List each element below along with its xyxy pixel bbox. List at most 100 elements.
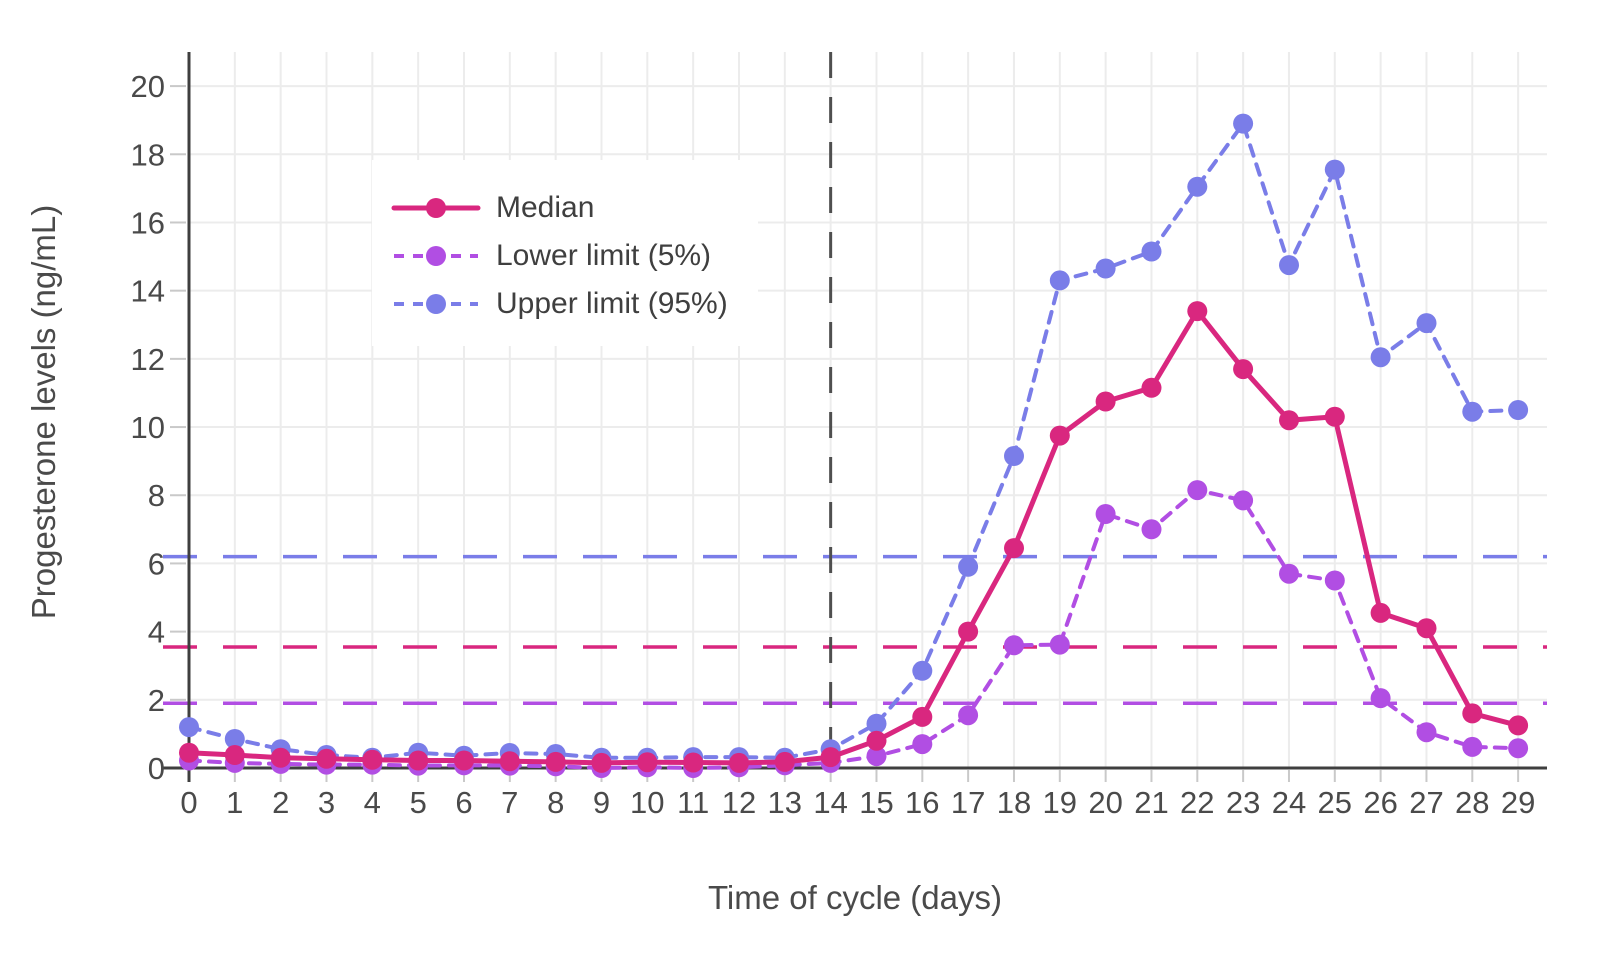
- x-tick-label: 8: [547, 785, 564, 820]
- x-tick-label: 24: [1272, 785, 1306, 820]
- data-point-median: [1370, 602, 1391, 623]
- x-tick-label: 20: [1088, 785, 1122, 820]
- legend-item-label: Upper limit (95%): [496, 287, 728, 320]
- x-tick-label: 27: [1409, 785, 1443, 820]
- data-point-upper-limit: [1049, 270, 1070, 291]
- data-point-median: [774, 751, 795, 772]
- data-point-upper-limit: [1141, 241, 1162, 262]
- data-point-upper-limit: [1370, 347, 1391, 368]
- x-tick-label: 21: [1134, 785, 1168, 820]
- data-point-median: [224, 745, 245, 765]
- data-point-median: [1187, 301, 1208, 322]
- x-tick-label: 9: [593, 785, 610, 820]
- data-point-upper-limit: [1095, 258, 1116, 279]
- x-tick-label: 19: [1043, 785, 1077, 820]
- x-tick-label: 22: [1180, 785, 1214, 820]
- data-point-median: [1462, 703, 1483, 724]
- data-point-median: [866, 730, 887, 751]
- x-tick-label: 18: [997, 785, 1031, 820]
- x-tick-label: 25: [1318, 785, 1352, 820]
- data-point-lower-limit: [912, 734, 933, 755]
- data-point-median: [958, 621, 979, 642]
- legend-item-label: Lower limit (5%): [496, 239, 712, 272]
- y-tick-label: 0: [148, 751, 165, 786]
- x-tick-label: 13: [768, 785, 802, 820]
- data-point-lower-limit: [1370, 688, 1391, 709]
- series-line-lower-limit: [187, 488, 1521, 770]
- data-point-median: [1004, 538, 1024, 559]
- y-tick-label: 8: [148, 478, 165, 513]
- data-point-median: [1416, 618, 1437, 639]
- x-tick-label: 11: [677, 785, 709, 820]
- data-point-upper-limit: [1324, 159, 1345, 180]
- y-tick-label: 6: [148, 546, 165, 581]
- x-tick-label: 15: [859, 785, 893, 820]
- data-point-median: [1324, 406, 1345, 427]
- x-tick-label: 23: [1226, 785, 1260, 820]
- data-point-median: [545, 751, 566, 772]
- data-point-median: [1141, 377, 1162, 398]
- data-point-lower-limit: [1462, 736, 1483, 757]
- x-axis-title: Time of cycle (days): [708, 879, 1002, 916]
- legend-item-label: Median: [496, 191, 595, 224]
- x-tick-label: 2: [272, 785, 289, 820]
- data-point-upper-limit: [958, 556, 979, 577]
- data-point-upper-limit: [224, 729, 245, 749]
- x-tick-label: 1: [226, 785, 243, 820]
- data-point-median: [454, 750, 474, 771]
- data-point-median: [408, 750, 429, 771]
- data-point-upper-limit: [1187, 176, 1208, 197]
- data-point-lower-limit: [1416, 722, 1437, 743]
- data-point-upper-limit: [179, 717, 199, 738]
- data-point-upper-limit: [866, 713, 887, 734]
- data-point-lower-limit: [1141, 519, 1162, 540]
- data-point-upper-limit: [1004, 446, 1024, 466]
- data-point-median: [1095, 391, 1116, 412]
- y-tick-label: 20: [131, 69, 165, 104]
- x-tick-label: 12: [722, 785, 756, 820]
- data-point-median: [912, 706, 933, 727]
- x-tick-label: 14: [813, 785, 847, 820]
- data-point-median: [729, 752, 749, 773]
- x-tick-label: 16: [905, 785, 939, 820]
- data-point-upper-limit: [1462, 401, 1483, 422]
- x-tick-label: 5: [410, 785, 427, 820]
- data-point-median: [499, 751, 520, 772]
- data-point-median: [1049, 425, 1070, 446]
- data-point-median: [179, 742, 199, 763]
- lower-limit-line-marker-icon: [394, 246, 478, 266]
- x-tick-label: 26: [1363, 785, 1397, 820]
- data-point-median: [820, 747, 841, 768]
- data-point-lower-limit: [1187, 480, 1208, 501]
- data-point-lower-limit: [958, 705, 979, 726]
- legend-item-median: Median: [390, 190, 728, 226]
- x-tick-label: 17: [951, 785, 985, 820]
- y-tick-label: 2: [148, 683, 165, 718]
- data-point-lower-limit: [1049, 634, 1070, 655]
- x-tick-label: 10: [630, 785, 664, 820]
- data-point-upper-limit: [1508, 400, 1529, 420]
- legend: Median Lower limit (5%) Upper limit (95%…: [372, 160, 758, 346]
- x-tick-label: 6: [455, 785, 472, 820]
- x-tick-label: 7: [501, 785, 518, 820]
- y-tick-label: 14: [131, 274, 165, 309]
- data-point-median: [362, 749, 383, 770]
- series-line-median: [186, 308, 1521, 766]
- data-point-median: [683, 752, 704, 773]
- y-tick-label: 4: [148, 615, 165, 650]
- data-point-upper-limit: [1416, 313, 1437, 334]
- upper-limit-line-marker-icon: [394, 294, 478, 314]
- data-point-lower-limit: [866, 746, 887, 767]
- x-tick-label: 28: [1455, 785, 1489, 820]
- data-point-lower-limit: [1324, 570, 1345, 591]
- data-point-median: [637, 752, 658, 773]
- data-point-upper-limit: [1279, 255, 1299, 276]
- x-tick-label: 29: [1501, 785, 1535, 820]
- y-tick-label: 12: [131, 342, 165, 377]
- data-point-median: [1508, 715, 1529, 736]
- legend-item-lower-limit: Lower limit (5%): [390, 238, 728, 274]
- y-tick-label: 10: [131, 410, 165, 445]
- data-point-median: [1279, 410, 1299, 431]
- data-point-lower-limit: [1279, 563, 1299, 584]
